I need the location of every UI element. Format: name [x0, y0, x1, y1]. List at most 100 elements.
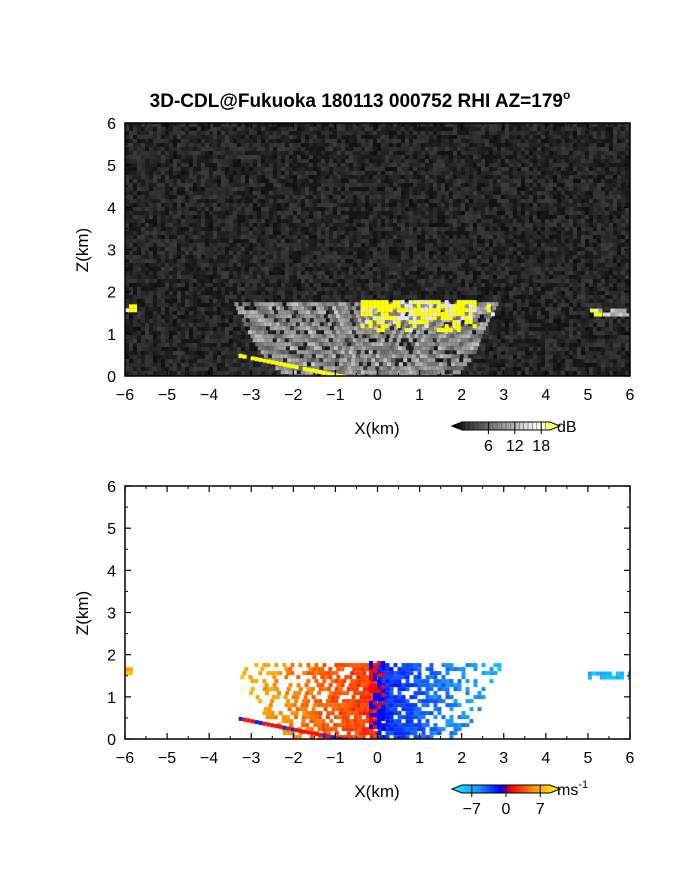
noise-cell: [389, 207, 393, 211]
noise-cell: [337, 255, 341, 259]
noise-cell: [357, 219, 361, 223]
noise-cell: [557, 175, 561, 179]
noise-cell: [341, 231, 345, 235]
noise-cell: [265, 203, 269, 207]
noise-cell: [237, 275, 241, 279]
noise-cell: [409, 207, 413, 211]
noise-cell: [597, 243, 601, 247]
noise-cell: [521, 207, 525, 211]
noise-cell: [421, 179, 425, 183]
noise-cell: [141, 139, 145, 143]
noise-cell: [393, 203, 397, 207]
noise-cell: [497, 123, 501, 127]
noise-cell: [333, 227, 337, 231]
noise-cell: [125, 131, 129, 135]
noise-cell: [173, 247, 177, 251]
noise-cell: [625, 183, 629, 187]
noise-cell: [413, 207, 417, 211]
noise-cell: [601, 151, 605, 155]
noise-cell: [369, 275, 373, 279]
noise-cell: [129, 175, 133, 179]
noise-cell: [349, 135, 353, 139]
noise-cell: [513, 223, 517, 227]
noise-cell: [597, 215, 601, 219]
noise-cell: [149, 175, 153, 179]
noise-cell: [377, 191, 381, 195]
noise-cell: [353, 151, 357, 155]
noise-cell: [133, 147, 137, 151]
noise-cell: [305, 159, 309, 163]
noise-cell: [233, 231, 237, 235]
noise-cell: [445, 139, 449, 143]
noise-cell: [361, 239, 365, 243]
noise-cell: [577, 255, 581, 259]
noise-cell: [505, 259, 509, 263]
noise-cell: [497, 163, 501, 167]
noise-cell: [269, 131, 273, 135]
noise-cell: [189, 207, 193, 211]
noise-cell: [313, 171, 317, 175]
noise-cell: [569, 127, 573, 131]
noise-cell: [393, 199, 397, 203]
noise-cell: [321, 223, 325, 227]
noise-cell: [573, 139, 577, 143]
noise-cell: [229, 159, 233, 163]
noise-cell: [557, 207, 561, 211]
noise-cell: [493, 143, 497, 147]
noise-cell: [381, 143, 385, 147]
noise-cell: [533, 275, 537, 279]
noise-cell: [537, 259, 541, 263]
noise-cell: [385, 127, 389, 131]
noise-cell: [329, 267, 333, 271]
noise-cell: [445, 191, 449, 195]
noise-cell: [597, 155, 601, 159]
noise-cell: [153, 135, 157, 139]
noise-cell: [473, 187, 477, 191]
noise-cell: [417, 223, 421, 227]
noise-cell: [393, 179, 397, 183]
noise-cell: [145, 203, 149, 207]
noise-cell: [361, 151, 365, 155]
noise-cell: [289, 151, 293, 155]
noise-cell: [557, 227, 561, 231]
noise-cell: [585, 227, 589, 231]
noise-cell: [229, 263, 233, 267]
noise-cell: [169, 175, 173, 179]
noise-cell: [253, 175, 257, 179]
noise-cell: [289, 235, 293, 239]
noise-cell: [181, 247, 185, 251]
noise-cell: [361, 171, 365, 175]
noise-cell: [253, 191, 257, 195]
noise-cell: [393, 127, 397, 131]
noise-cell: [169, 123, 173, 127]
noise-cell: [357, 231, 361, 235]
noise-cell: [513, 179, 517, 183]
noise-cell: [525, 231, 529, 235]
noise-cell: [545, 147, 549, 151]
noise-cell: [173, 251, 177, 255]
noise-cell: [461, 243, 465, 247]
noise-cell: [513, 231, 517, 235]
noise-cell: [233, 199, 237, 203]
noise-cell: [361, 259, 365, 263]
noise-cell: [337, 251, 341, 255]
noise-cell: [609, 143, 613, 147]
noise-cell: [553, 219, 557, 223]
noise-cell: [153, 239, 157, 243]
noise-cell: [133, 247, 137, 251]
noise-cell: [333, 183, 337, 187]
noise-cell: [621, 211, 625, 215]
noise-cell: [561, 263, 565, 267]
noise-cell: [605, 203, 609, 207]
noise-cell: [277, 267, 281, 271]
noise-cell: [165, 243, 169, 247]
noise-cell: [481, 227, 485, 231]
noise-cell: [157, 191, 161, 195]
noise-cell: [421, 235, 425, 239]
noise-cell: [253, 155, 257, 159]
noise-cell: [281, 207, 285, 211]
noise-cell: [129, 159, 133, 163]
noise-cell: [297, 263, 301, 267]
noise-cell: [533, 155, 537, 159]
noise-cell: [125, 267, 129, 271]
